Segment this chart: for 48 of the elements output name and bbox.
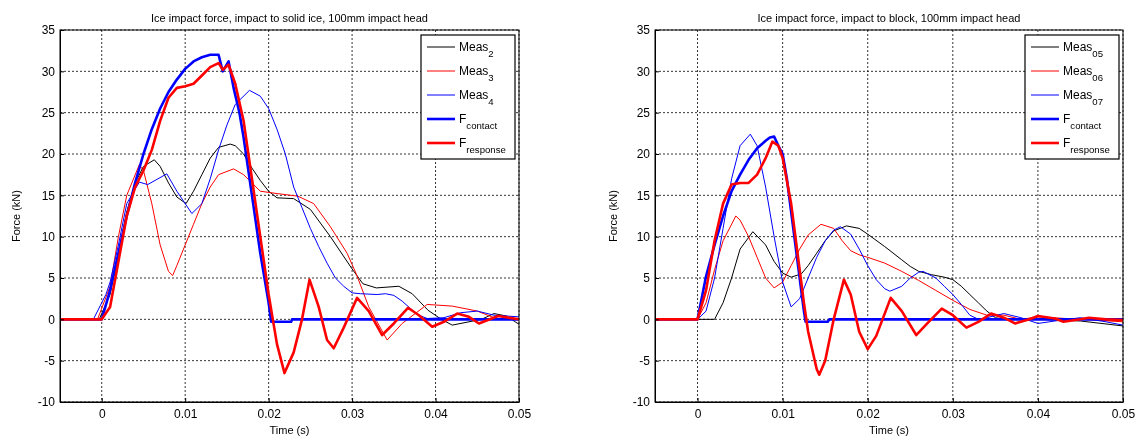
y-tick-label: 25 bbox=[636, 106, 651, 121]
y-tick-label: 30 bbox=[636, 64, 651, 79]
y-tick-label: -5 bbox=[44, 354, 56, 369]
x-tick-label: 0.04 bbox=[424, 406, 449, 421]
legend-label: Meas$_{07}$ bbox=[1063, 88, 1104, 107]
y-tick-label: 10 bbox=[41, 230, 56, 245]
x-tick-label: 0 bbox=[694, 406, 702, 421]
x-tick-label: 0.02 bbox=[856, 406, 881, 421]
y-tick-label: 30 bbox=[41, 64, 56, 79]
legend-label: F$_{response}$ bbox=[1063, 136, 1110, 155]
y-tick-label: 0 bbox=[48, 312, 56, 327]
x-axis-title: Time (s) bbox=[869, 424, 909, 436]
legend-label: F$_{response}$ bbox=[459, 136, 506, 155]
legend-label: Meas$_{2}$ bbox=[459, 40, 494, 59]
legend-label: Meas$_{3}$ bbox=[459, 64, 494, 83]
x-tick-label: 0 bbox=[98, 406, 106, 421]
y-tick-label: 25 bbox=[41, 106, 56, 121]
x-tick-label: 0.01 bbox=[174, 406, 198, 421]
legend-label: Meas$_{06}$ bbox=[1063, 64, 1104, 83]
y-axis-title: Force (kN) bbox=[10, 190, 22, 242]
legend-label: Meas$_{4}$ bbox=[459, 88, 495, 107]
legend-label: F$_{contact}$ bbox=[459, 112, 498, 131]
y-tick-label: 5 bbox=[48, 271, 56, 286]
x-axis-title: Time (s) bbox=[269, 424, 310, 436]
y-tick-label: -10 bbox=[632, 395, 651, 410]
x-tick-label: 0.04 bbox=[1026, 406, 1051, 421]
y-tick-label: 20 bbox=[41, 147, 56, 162]
y-tick-label: 10 bbox=[636, 230, 651, 245]
y-tick-label: -10 bbox=[37, 395, 56, 410]
y-tick-label: 5 bbox=[643, 271, 651, 286]
x-tick-label: 0.05 bbox=[507, 406, 532, 421]
y-tick-label: 15 bbox=[636, 188, 651, 203]
y-tick-label: 35 bbox=[41, 23, 56, 38]
y-tick-label: 35 bbox=[636, 23, 651, 38]
y-axis-title: Force (kN) bbox=[607, 190, 619, 242]
x-tick-label: 0.03 bbox=[340, 406, 365, 421]
y-tick-label: -5 bbox=[639, 354, 651, 369]
y-tick-label: 0 bbox=[643, 312, 651, 327]
x-tick-label: 0.05 bbox=[1111, 406, 1136, 421]
legend-label: Meas$_{05}$ bbox=[1063, 40, 1104, 59]
x-tick-label: 0.03 bbox=[941, 406, 966, 421]
chart-title: Ice impact force, impact to solid ice, 100mm impact head bbox=[151, 12, 428, 24]
y-tick-label: 20 bbox=[636, 147, 651, 162]
x-tick-label: 0.02 bbox=[257, 406, 282, 421]
y-tick-label: 15 bbox=[41, 188, 56, 203]
x-tick-label: 0.01 bbox=[771, 406, 796, 421]
legend-label: F$_{contact}$ bbox=[1063, 112, 1102, 131]
chart-title: Ice impact force, impact to block, 100mm impact head bbox=[757, 12, 1021, 24]
